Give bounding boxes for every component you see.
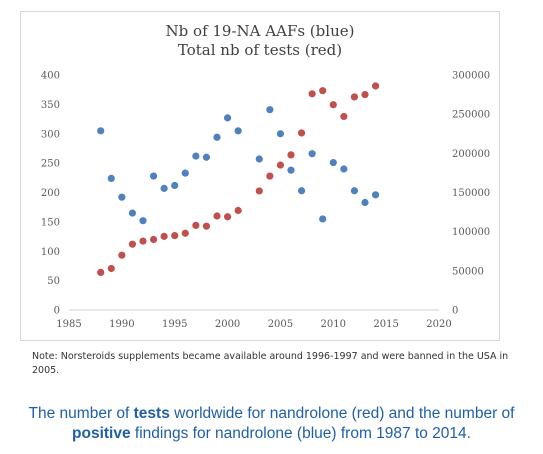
aaf-point xyxy=(192,152,200,160)
right-y-axis: 0 50000 100000 150000 200000 250000 300000 xyxy=(452,71,490,317)
right-y-tick-label: 0 xyxy=(452,306,458,317)
aaf-point xyxy=(276,130,285,138)
caption-text: worldwide for nandrolone (red) and the n… xyxy=(169,405,515,422)
aaf-point xyxy=(160,184,168,192)
aaf-point xyxy=(287,166,295,174)
tests-point xyxy=(234,206,242,215)
left-y-tick-label: 300 xyxy=(41,129,60,140)
tests-point xyxy=(139,237,147,245)
aaf-point xyxy=(149,172,158,180)
left-y-axis: 0 50 100 150 200 250 300 350 400 xyxy=(41,71,60,317)
aaf-point xyxy=(128,209,137,217)
aaf-point xyxy=(340,165,348,173)
tests-point xyxy=(160,232,168,240)
chart-note: Note: Norsteroids supplements became ava… xyxy=(32,351,509,376)
caption-tests-emphasis: tests xyxy=(133,405,170,422)
x-tick-label: 2020 xyxy=(426,319,451,330)
x-tick-label: 2010 xyxy=(321,319,346,330)
tests-point xyxy=(340,112,348,121)
aaf-point xyxy=(202,153,211,161)
tests-point xyxy=(255,187,263,195)
aaf-point xyxy=(213,133,221,141)
right-y-tick-label: 150000 xyxy=(452,188,490,199)
left-y-tick-label: 100 xyxy=(41,247,60,258)
x-tick-label: 1995 xyxy=(162,319,187,330)
left-y-tick-label: 350 xyxy=(41,100,60,111)
left-y-tick-label: 400 xyxy=(41,71,60,82)
aaf-point xyxy=(255,155,263,163)
tests-point xyxy=(118,251,126,259)
scatter-chart: Nb of 19-NA AAFs (blue)Total nb of tests… xyxy=(41,22,490,330)
aaf-point xyxy=(297,187,306,195)
tests-point xyxy=(97,268,105,276)
x-tick-label: 2005 xyxy=(268,319,293,330)
tests-point xyxy=(202,222,211,230)
aaf-point xyxy=(118,193,126,201)
x-axis: 1985 1990 1995 2000 2005 2010 2015 2020 xyxy=(56,319,451,330)
aaf-point xyxy=(329,158,337,167)
aaf-point xyxy=(223,114,232,122)
tests-point xyxy=(287,151,295,159)
tests-point xyxy=(308,90,316,98)
tests-point xyxy=(149,235,158,244)
left-y-tick-label: 50 xyxy=(47,276,60,287)
chart-title: Nb of 19-NA AAFs (blue)Total nb of tests… xyxy=(166,22,355,59)
right-y-tick-label: 300000 xyxy=(452,71,490,82)
tests-point xyxy=(361,90,369,99)
x-tick-label: 2015 xyxy=(373,319,398,330)
chart-panel: Nb of 19-NA AAFs (blue) Total nb of tests… xyxy=(20,11,500,341)
aaf-point xyxy=(139,217,147,225)
right-y-tick-label: 100000 xyxy=(452,227,490,238)
x-tick-label: 2000 xyxy=(215,319,240,330)
tests-point xyxy=(223,213,232,221)
aaf-point xyxy=(97,127,105,135)
tests-point xyxy=(171,231,179,240)
left-y-tick-label: 250 xyxy=(41,159,60,170)
x-tick-label: 1990 xyxy=(109,319,134,330)
right-y-tick-label: 250000 xyxy=(452,110,490,121)
tests-point xyxy=(297,129,306,137)
tests-point xyxy=(181,229,189,237)
tests-point xyxy=(371,82,380,90)
aaf-point xyxy=(308,150,316,158)
tests-point xyxy=(266,172,274,180)
chart-title-line: Nb of 19-NA AAFs (blue) xyxy=(166,22,355,40)
aaf-point xyxy=(181,169,189,177)
aaf-point xyxy=(107,174,115,182)
aaf-point xyxy=(371,191,380,199)
right-y-tick-label: 200000 xyxy=(452,149,490,160)
tests-point xyxy=(319,87,327,95)
left-y-tick-label: 200 xyxy=(41,188,60,199)
tests-point xyxy=(213,212,221,220)
caption-positive-emphasis: positive xyxy=(72,425,131,442)
left-y-tick-label: 150 xyxy=(41,217,60,228)
aaf-point xyxy=(319,215,327,223)
tests-point xyxy=(276,161,285,169)
tests-point xyxy=(192,221,200,229)
aaf-point xyxy=(266,106,274,114)
x-tick-label: 1985 xyxy=(56,319,81,330)
chart-title-line: Total nb of tests (red) xyxy=(178,41,342,59)
left-y-tick-label: 0 xyxy=(54,306,60,317)
figure-caption: The number of tests worldwide for nandro… xyxy=(0,404,543,444)
tests-point xyxy=(128,240,137,248)
right-y-tick-label: 50000 xyxy=(452,266,484,277)
caption-text: findings for nandrolone (blue) from 1987… xyxy=(130,425,471,442)
tests-point xyxy=(329,101,337,109)
aaf-point xyxy=(361,198,369,207)
data-points xyxy=(97,82,380,276)
tests-point xyxy=(107,264,115,273)
aaf-point xyxy=(234,127,242,135)
aaf-point xyxy=(171,181,179,190)
tests-point xyxy=(350,93,359,101)
aaf-point xyxy=(350,187,359,195)
caption-text: The number of xyxy=(28,405,134,422)
